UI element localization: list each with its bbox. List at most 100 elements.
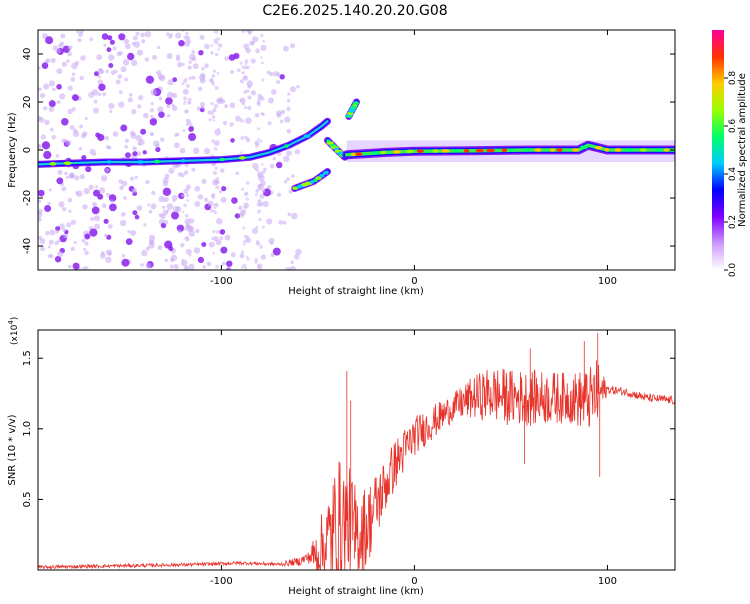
noise-speck bbox=[224, 56, 229, 61]
noise-speck bbox=[184, 214, 189, 218]
noise-speck bbox=[183, 170, 189, 175]
noise-speck bbox=[127, 52, 135, 61]
noise-speck bbox=[185, 222, 191, 228]
noise-speck bbox=[55, 154, 60, 158]
noise-speck bbox=[255, 225, 259, 229]
noise-speck bbox=[251, 228, 259, 235]
noise-speck bbox=[271, 89, 277, 95]
trace-peak bbox=[654, 148, 663, 152]
noise-speck bbox=[213, 38, 218, 43]
noise-speck bbox=[125, 238, 133, 246]
noise-speck bbox=[41, 141, 51, 150]
noise-speck bbox=[183, 35, 188, 40]
noise-speck bbox=[43, 106, 48, 111]
noise-speck bbox=[79, 173, 86, 180]
noise-speck bbox=[166, 114, 171, 118]
noise-speck bbox=[163, 177, 169, 184]
noise-speck bbox=[49, 254, 54, 259]
noise-speck bbox=[165, 97, 173, 105]
noise-speck bbox=[289, 43, 296, 49]
trace-peak bbox=[556, 148, 563, 152]
noise-speck bbox=[69, 125, 75, 130]
noise-speck bbox=[110, 70, 116, 75]
noise-speck bbox=[201, 66, 205, 71]
noise-speck bbox=[243, 205, 247, 209]
y-tick-label: -40 bbox=[22, 238, 33, 254]
noise-speck bbox=[158, 96, 163, 101]
noise-speck bbox=[110, 199, 114, 203]
noise-speck bbox=[261, 61, 264, 65]
noise-speck bbox=[145, 262, 152, 269]
noise-speck bbox=[188, 77, 192, 80]
noise-speck bbox=[123, 196, 127, 200]
noise-speck bbox=[159, 74, 166, 82]
x-tick-label: 0 bbox=[411, 276, 417, 287]
noise-speck bbox=[211, 115, 216, 119]
noise-speck bbox=[209, 208, 215, 213]
trace-peak bbox=[432, 149, 439, 153]
x-tick-label: -100 bbox=[210, 276, 233, 287]
noise-speck bbox=[98, 187, 106, 194]
noise-speck bbox=[168, 167, 175, 174]
noise-speck bbox=[160, 137, 165, 142]
noise-speck bbox=[142, 150, 147, 155]
noise-speck bbox=[171, 103, 175, 107]
noise-speck bbox=[168, 35, 172, 40]
noise-speck bbox=[67, 51, 72, 57]
noise-speck bbox=[48, 100, 56, 108]
trace-peak bbox=[380, 150, 387, 155]
noise-speck bbox=[282, 220, 287, 225]
noise-speck bbox=[228, 54, 236, 61]
trace-peak bbox=[315, 176, 322, 180]
noise-speck bbox=[56, 100, 61, 105]
noise-speck bbox=[260, 44, 267, 51]
noise-speck bbox=[218, 190, 223, 194]
noise-speck bbox=[187, 218, 191, 222]
trace-peak bbox=[355, 152, 363, 156]
noise-speck bbox=[230, 138, 235, 143]
noise-speck bbox=[254, 193, 258, 196]
noise-speck bbox=[239, 213, 244, 218]
noise-speck bbox=[259, 244, 263, 249]
noise-speck bbox=[210, 43, 214, 47]
noise-speck bbox=[136, 205, 143, 211]
noise-speck bbox=[76, 30, 80, 34]
noise-speck bbox=[254, 113, 260, 118]
noise-speck bbox=[211, 74, 215, 78]
noise-speck bbox=[132, 146, 137, 151]
spectrogram-y-axis-label: Frequency (Hz) bbox=[7, 112, 18, 188]
noise-speck bbox=[260, 254, 266, 260]
noise-speck bbox=[38, 211, 43, 218]
noise-speck bbox=[143, 112, 149, 119]
noise-speck bbox=[203, 147, 211, 155]
noise-speck bbox=[83, 187, 91, 195]
noise-speck bbox=[216, 218, 223, 225]
noise-speck bbox=[67, 264, 72, 269]
noise-speck bbox=[58, 201, 65, 208]
noise-speck bbox=[219, 236, 224, 241]
trace-peak bbox=[310, 180, 315, 184]
noise-speck bbox=[193, 247, 201, 254]
noise-speck bbox=[187, 39, 192, 44]
noise-speck bbox=[183, 227, 188, 231]
noise-speck bbox=[261, 163, 264, 166]
noise-speck bbox=[276, 72, 281, 77]
noise-speck bbox=[62, 228, 67, 233]
noise-speck bbox=[82, 204, 88, 210]
noise-speck bbox=[214, 85, 219, 91]
noise-speck bbox=[235, 115, 241, 122]
noise-speck bbox=[242, 243, 246, 246]
noise-speck bbox=[121, 258, 130, 267]
noise-speck bbox=[210, 237, 214, 241]
noise-speck bbox=[97, 75, 101, 79]
noise-speck bbox=[185, 248, 192, 255]
noise-speck bbox=[155, 70, 162, 76]
noise-speck bbox=[105, 249, 112, 256]
chart-title: C2E6.2025.140.20.20.G08 bbox=[262, 3, 447, 19]
noise-speck bbox=[240, 136, 245, 140]
noise-speck bbox=[181, 82, 185, 86]
noise-speck bbox=[195, 228, 200, 234]
spectrogram-x-ticks: -100 0 100 bbox=[210, 30, 617, 287]
trace-peak bbox=[392, 150, 401, 154]
noise-speck bbox=[243, 43, 250, 50]
